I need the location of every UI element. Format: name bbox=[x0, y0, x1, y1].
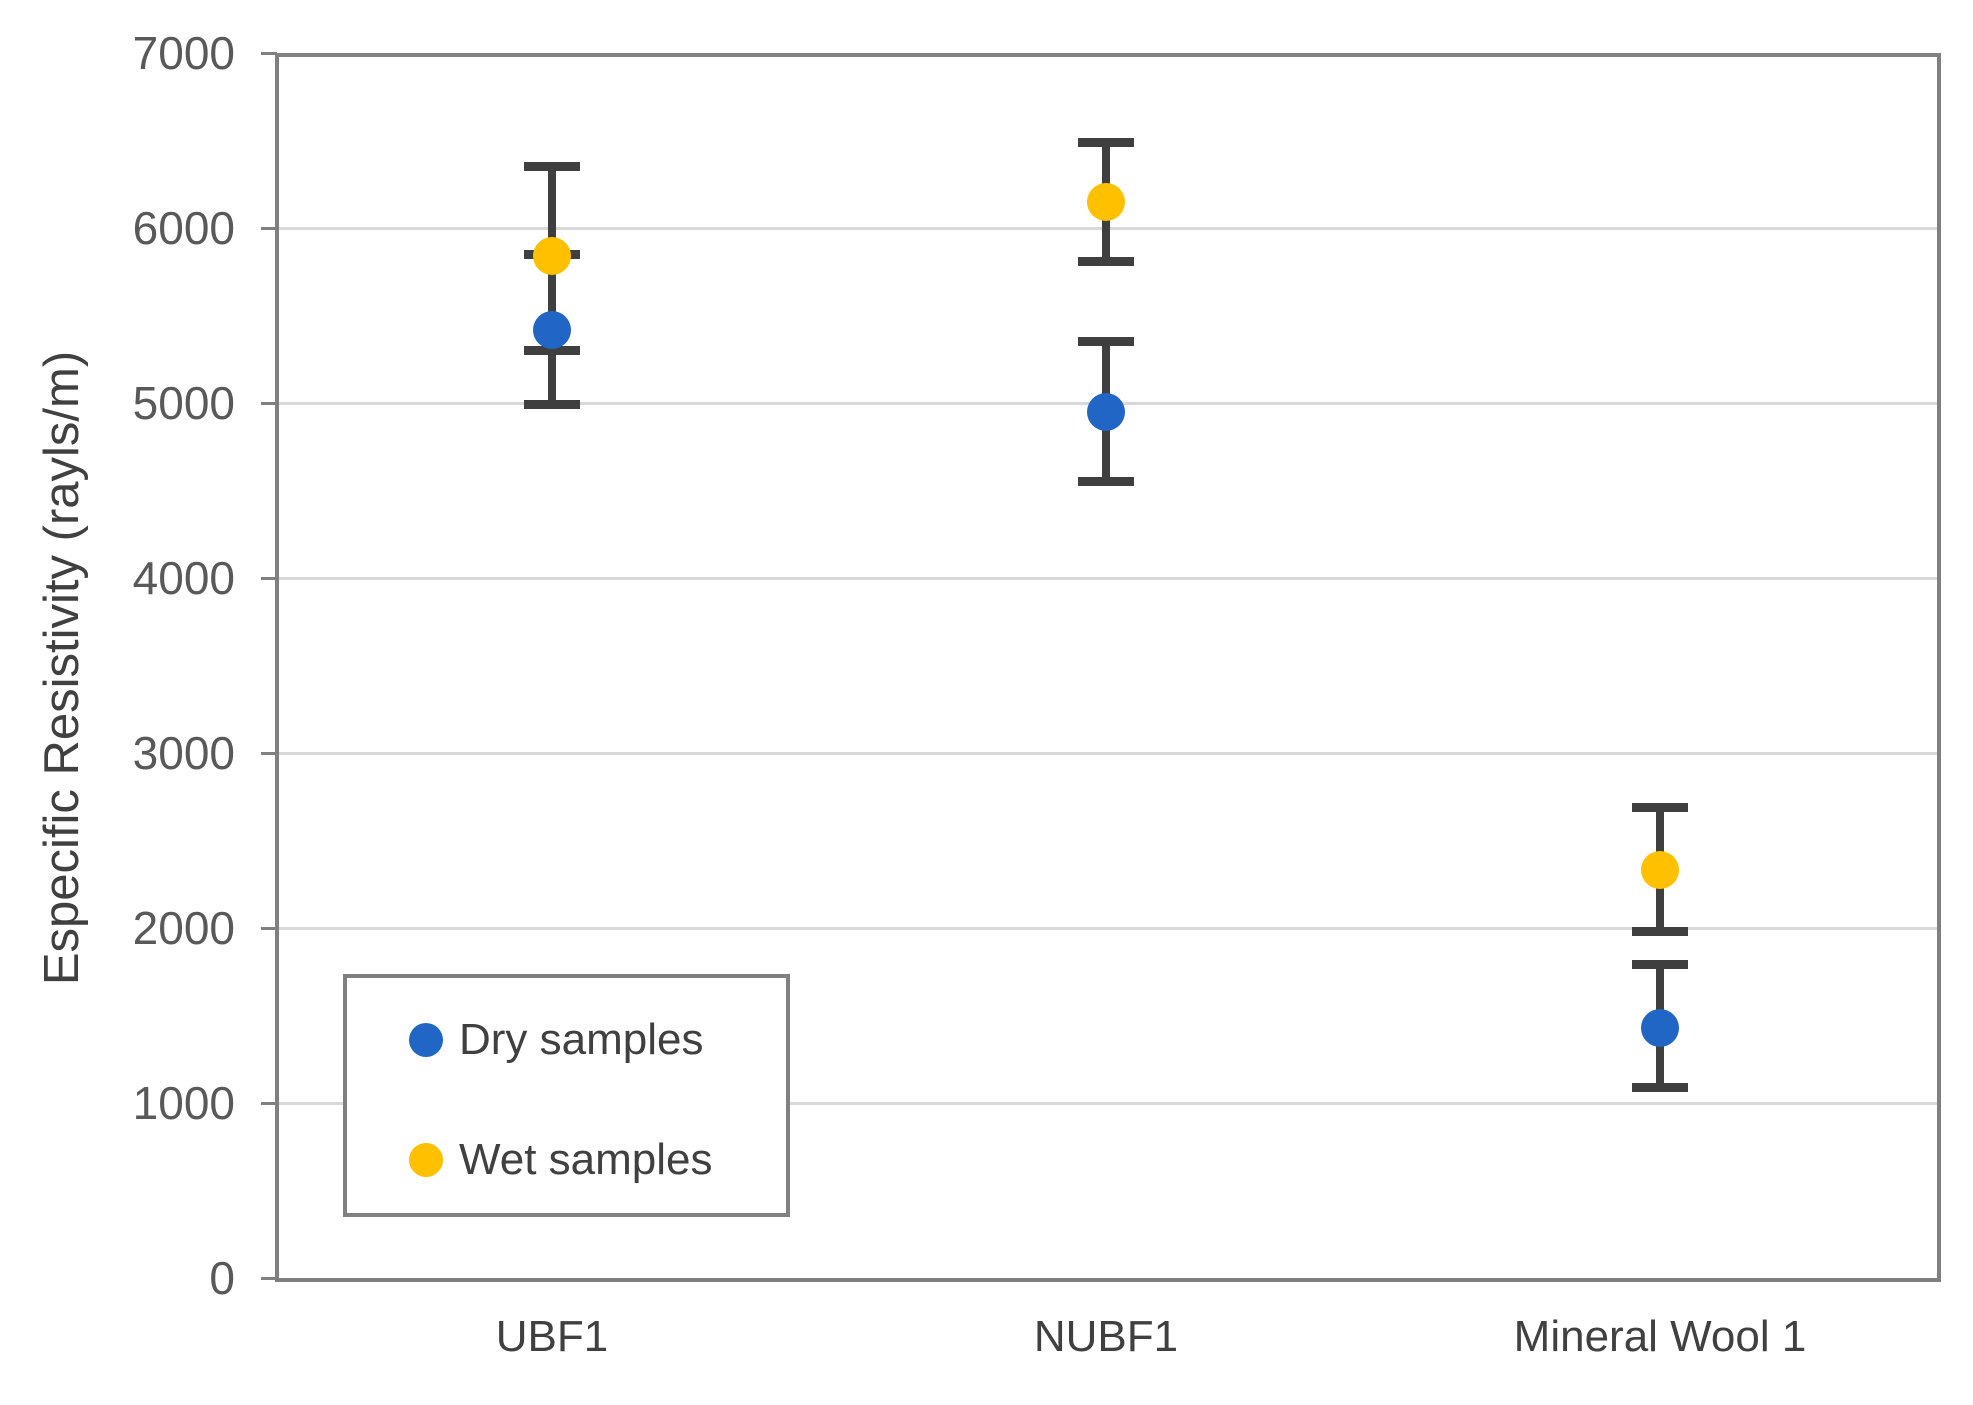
y-tick-label-3000: 3000 bbox=[132, 727, 235, 779]
plot-area bbox=[275, 53, 1941, 1282]
y-axis-tick-5000 bbox=[261, 401, 277, 405]
legend-marker-wet-icon bbox=[409, 1143, 443, 1177]
x-category-label-mineral-wool-1: Mineral Wool 1 bbox=[1513, 1312, 1807, 1361]
gridline-3000 bbox=[279, 751, 1937, 755]
y-axis-tick-2000 bbox=[261, 926, 277, 930]
data-point-wet-samples-ubf1 bbox=[533, 237, 571, 275]
y-axis-title: Especific Resistivity (rayls/m) bbox=[35, 350, 89, 986]
legend-label-dry: Dry samples bbox=[459, 1015, 704, 1064]
y-tick-label-5000: 5000 bbox=[132, 377, 235, 429]
y-axis-tick-0 bbox=[261, 1276, 277, 1280]
y-axis-tick-1000 bbox=[261, 1101, 277, 1105]
legend-marker-dry-icon bbox=[409, 1023, 443, 1057]
y-axis-tick-7000 bbox=[261, 51, 277, 55]
y-tick-label-1000: 1000 bbox=[132, 1077, 235, 1129]
y-tick-label-4000: 4000 bbox=[132, 552, 235, 604]
y-axis-tick-4000 bbox=[261, 576, 277, 580]
data-point-wet-samples-nubf1 bbox=[1087, 182, 1125, 221]
legend-item-wet-samples: Wet samples bbox=[409, 1132, 713, 1188]
x-category-label-nubf1: NUBF1 bbox=[1033, 1312, 1179, 1361]
error-bar-cap-top-dry-samples-mineral-wool-1 bbox=[1632, 960, 1688, 970]
legend-label-wet: Wet samples bbox=[459, 1135, 713, 1184]
y-tick-label-0: 0 bbox=[209, 1252, 235, 1304]
y-axis-tick-6000 bbox=[261, 226, 277, 230]
y-axis-tick-3000 bbox=[261, 751, 277, 755]
y-tick-label-2000: 2000 bbox=[132, 902, 235, 954]
error-bar-cap-bottom-wet-samples-mineral-wool-1 bbox=[1632, 927, 1688, 936]
error-bar-cap-bottom-dry-samples-mineral-wool-1 bbox=[1632, 1082, 1688, 1092]
error-bar-cap-bottom-wet-samples-ubf1 bbox=[524, 346, 580, 355]
legend: Dry samples Wet samples bbox=[343, 974, 790, 1217]
error-bar-cap-top-wet-samples-mineral-wool-1 bbox=[1632, 802, 1688, 812]
error-bar-cap-top-dry-samples-nubf1 bbox=[1078, 337, 1134, 347]
data-point-dry-samples-ubf1 bbox=[533, 310, 571, 349]
y-tick-label-6000: 6000 bbox=[132, 202, 235, 254]
gridline-4000 bbox=[279, 576, 1937, 580]
error-bar-cap-top-wet-samples-nubf1 bbox=[1078, 137, 1134, 147]
y-tick-label-7000: 7000 bbox=[132, 27, 235, 79]
gridline-2000 bbox=[279, 926, 1937, 930]
x-category-label-ubf1: UBF1 bbox=[495, 1312, 609, 1361]
data-point-dry-samples-mineral-wool-1 bbox=[1641, 1008, 1679, 1047]
legend-item-dry-samples: Dry samples bbox=[409, 1012, 704, 1068]
gridline-1000 bbox=[279, 1101, 1937, 1105]
data-point-wet-samples-mineral-wool-1 bbox=[1641, 851, 1679, 890]
error-bar-cap-top-wet-samples-ubf1 bbox=[524, 162, 580, 172]
error-bar-cap-bottom-dry-samples-ubf1 bbox=[524, 400, 580, 410]
data-point-dry-samples-nubf1 bbox=[1087, 392, 1125, 431]
error-bar-cap-bottom-wet-samples-nubf1 bbox=[1078, 256, 1134, 266]
error-bar-cap-bottom-dry-samples-nubf1 bbox=[1078, 477, 1134, 487]
